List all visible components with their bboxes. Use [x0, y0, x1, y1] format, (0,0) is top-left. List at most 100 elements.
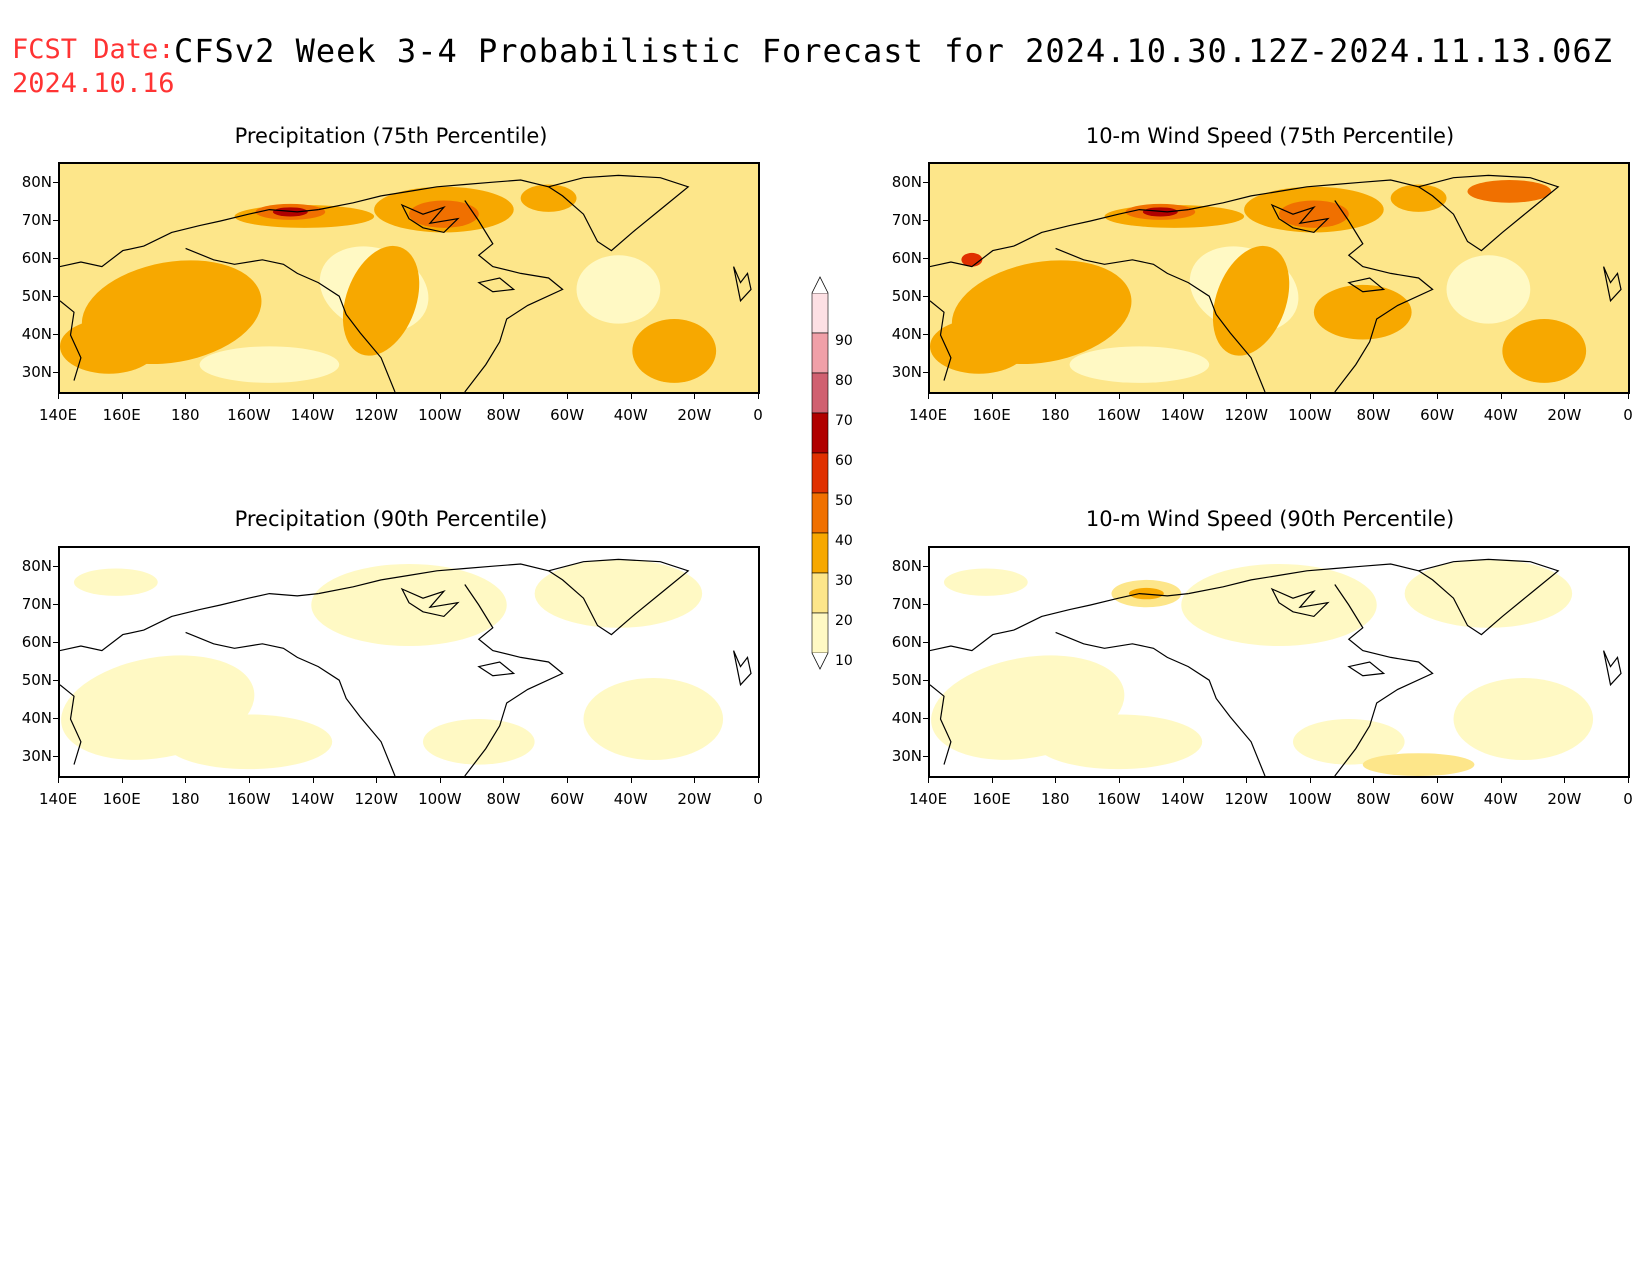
lat-tick-label: 50N — [891, 671, 922, 689]
lat-tick-label: 80N — [891, 557, 922, 575]
panel-title-wind75: 10-m Wind Speed (75th Percentile) — [1085, 124, 1455, 148]
panel-title-precip90: Precipitation (90th Percentile) — [234, 507, 548, 531]
lon-tick-mark — [1118, 777, 1120, 783]
lon-tick-mark — [376, 777, 378, 783]
lon-tick-mark — [630, 777, 632, 783]
lat-tick-mark — [923, 296, 928, 297]
lon-tick-label: 20W — [677, 406, 712, 424]
colorbar-swatch — [811, 372, 829, 414]
lat-tick-label: 40N — [891, 709, 922, 727]
wind75-field — [930, 164, 1628, 392]
lat-tick-mark — [53, 756, 58, 757]
lat-tick-label: 70N — [891, 211, 922, 229]
colorbar-level-label: 40 — [835, 533, 853, 549]
lon-tick-mark — [1373, 777, 1375, 783]
colorbar-swatch — [811, 452, 829, 494]
lat-tick-mark — [923, 220, 928, 221]
lon-tick-label: 120W — [354, 406, 398, 424]
lat-tick-label: 30N — [891, 363, 922, 381]
lon-tick-mark — [376, 393, 378, 399]
lon-tick-mark — [1437, 777, 1439, 783]
lon-tick-mark — [1118, 393, 1120, 399]
lon-tick-label: 80W — [1356, 790, 1391, 808]
lat-tick-label: 70N — [21, 211, 52, 229]
lon-tick-label: 60W — [550, 406, 585, 424]
lat-tick-mark — [923, 604, 928, 605]
lat-tick-mark — [923, 756, 928, 757]
lon-tick-label: 140E — [38, 790, 78, 808]
lon-tick-label: 20W — [1547, 406, 1582, 424]
lat-tick-mark — [53, 718, 58, 719]
lon-tick-mark — [248, 777, 250, 783]
colorbar-swatch — [811, 492, 829, 534]
colorbar-level-label: 90 — [835, 333, 853, 349]
fcst-date-value: 2024.10.16 — [12, 68, 175, 99]
lon-tick-mark — [121, 393, 123, 399]
lon-tick-mark — [1628, 393, 1629, 399]
lat-tick-label: 50N — [21, 287, 52, 305]
lon-tick-mark — [1246, 393, 1248, 399]
lat-tick-label: 40N — [21, 325, 52, 343]
lat-tick-mark — [53, 296, 58, 297]
colorbar-level-label: 10 — [835, 653, 853, 669]
lat-tick-mark — [923, 334, 928, 335]
lon-tick-mark — [58, 393, 59, 399]
lon-tick-mark — [1564, 393, 1566, 399]
lon-tick-label: 40W — [613, 790, 648, 808]
lon-tick-label: 60W — [550, 790, 585, 808]
lon-tick-mark — [1055, 393, 1057, 399]
lon-tick-label: 100W — [1288, 406, 1332, 424]
fcst-date-label: FCST Date: — [12, 34, 175, 65]
colorbar-swatch — [811, 572, 829, 614]
lon-tick-mark — [439, 777, 441, 783]
map-precip75 — [58, 162, 760, 394]
lon-tick-label: 160E — [102, 790, 141, 808]
lon-tick-label: 120W — [1224, 790, 1268, 808]
lon-tick-label: 20W — [1547, 790, 1582, 808]
lon-tick-label: 80W — [486, 406, 521, 424]
lon-tick-label: 80W — [486, 790, 521, 808]
lon-tick-label: 20W — [677, 790, 712, 808]
map-wind75 — [928, 162, 1630, 394]
lon-tick-mark — [758, 393, 759, 399]
lon-tick-label: 160W — [227, 790, 271, 808]
lon-tick-mark — [567, 777, 569, 783]
lat-tick-label: 60N — [891, 633, 922, 651]
lat-tick-label: 80N — [21, 173, 52, 191]
lat-tick-label: 40N — [21, 709, 52, 727]
lon-tick-mark — [503, 777, 505, 783]
lon-tick-mark — [312, 393, 314, 399]
lon-tick-label: 140E — [908, 406, 948, 424]
lon-tick-label: 180 — [1040, 790, 1070, 808]
lon-tick-mark — [503, 393, 505, 399]
lon-tick-mark — [1246, 777, 1248, 783]
lon-tick-label: 160W — [1097, 406, 1141, 424]
lon-tick-mark — [758, 777, 759, 783]
lon-tick-label: 160E — [972, 406, 1011, 424]
colorbar — [811, 276, 829, 670]
lat-tick-label: 30N — [21, 747, 52, 765]
lon-tick-label: 120W — [354, 790, 398, 808]
lon-tick-label: 140W — [1160, 790, 1205, 808]
lat-tick-mark — [923, 258, 928, 259]
lon-tick-label: 0 — [1623, 790, 1633, 808]
lon-tick-mark — [991, 777, 993, 783]
lon-tick-label: 140W — [1160, 406, 1205, 424]
lat-tick-label: 70N — [891, 595, 922, 613]
lon-tick-label: 140W — [290, 790, 335, 808]
lon-tick-mark — [1055, 777, 1057, 783]
lon-tick-mark — [1182, 393, 1184, 399]
lat-tick-mark — [923, 372, 928, 373]
lon-tick-mark — [928, 393, 929, 399]
lon-tick-label: 0 — [1623, 406, 1633, 424]
lon-tick-label: 160W — [1097, 790, 1141, 808]
precip90-field — [60, 548, 758, 776]
lat-tick-mark — [53, 680, 58, 681]
lon-tick-label: 180 — [170, 406, 200, 424]
lat-tick-label: 50N — [21, 671, 52, 689]
lat-tick-mark — [923, 642, 928, 643]
lon-tick-label: 40W — [613, 406, 648, 424]
lat-tick-label: 50N — [891, 287, 922, 305]
lon-tick-mark — [1309, 777, 1311, 783]
lon-tick-mark — [1373, 393, 1375, 399]
